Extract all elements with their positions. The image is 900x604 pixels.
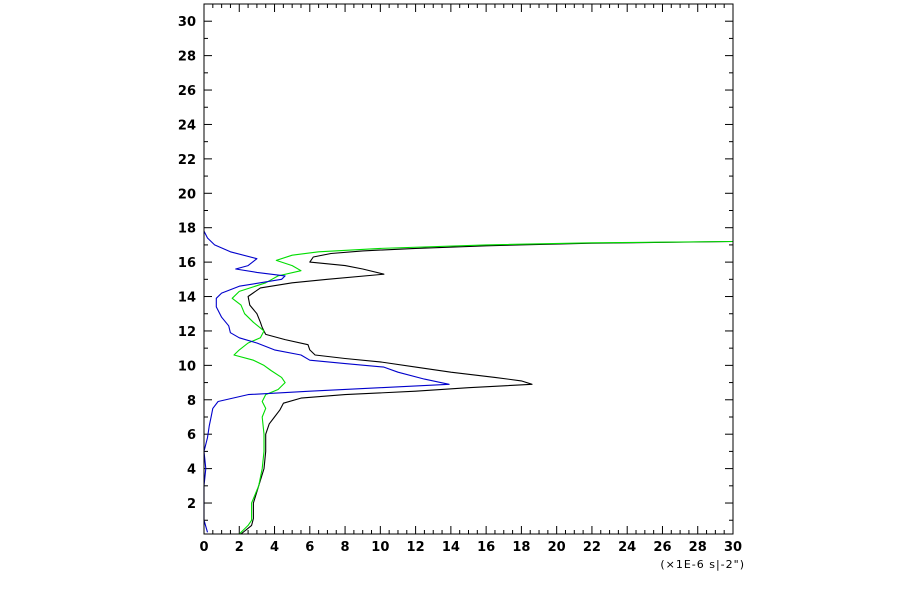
y-tick-label: 18 xyxy=(178,222,196,237)
x-tick-label: 4 xyxy=(270,540,279,555)
y-tick-label: 26 xyxy=(178,84,196,99)
x-tick-label: 18 xyxy=(512,540,530,555)
y-tick-label: 16 xyxy=(178,256,196,271)
x-axis-unit-label: (×1E-6 s|-2") xyxy=(660,558,745,571)
x-tick-label: 6 xyxy=(305,540,314,555)
y-tick-label: 28 xyxy=(178,50,196,65)
axes: 0 2 4 6 8 10 12 14 16 18 20 22 24 26 28 302468101214161… xyxy=(178,3,742,555)
x-tick-label: 14 xyxy=(442,540,460,555)
plot-frame xyxy=(203,3,734,535)
y-tick-label: 12 xyxy=(178,325,196,340)
x-tick-label: 10 xyxy=(371,540,389,555)
y-tick-label: 2 xyxy=(187,497,196,512)
x-tick-label: 0 xyxy=(199,540,208,555)
series-group xyxy=(203,230,734,535)
x-tick-label: 22 xyxy=(583,540,601,555)
series-line xyxy=(240,240,734,535)
y-tick-label: 24 xyxy=(178,118,196,133)
y-tick-label: 6 xyxy=(187,428,196,443)
x-tick-label: 2 xyxy=(235,540,244,555)
y-tick-label: 4 xyxy=(187,463,196,478)
y-tick-label: 20 xyxy=(178,187,196,202)
series-line xyxy=(231,240,734,535)
x-tick-label: 8 xyxy=(341,540,350,555)
x-tick-label: 28 xyxy=(689,540,707,555)
x-tick-label: 24 xyxy=(618,540,636,555)
x-tick-label: 16 xyxy=(477,540,495,555)
series-line xyxy=(203,230,450,533)
x-tick-label: 26 xyxy=(653,540,671,555)
y-tick-label: 22 xyxy=(178,153,196,168)
x-tick-label: 12 xyxy=(407,540,425,555)
y-tick-label: 30 xyxy=(178,15,196,30)
x-tick-label: 30 xyxy=(724,540,742,555)
x-tick-label: 20 xyxy=(548,540,566,555)
y-tick-label: 10 xyxy=(178,359,196,374)
y-tick-label: 14 xyxy=(178,291,196,306)
y-tick-label: 8 xyxy=(187,394,196,409)
